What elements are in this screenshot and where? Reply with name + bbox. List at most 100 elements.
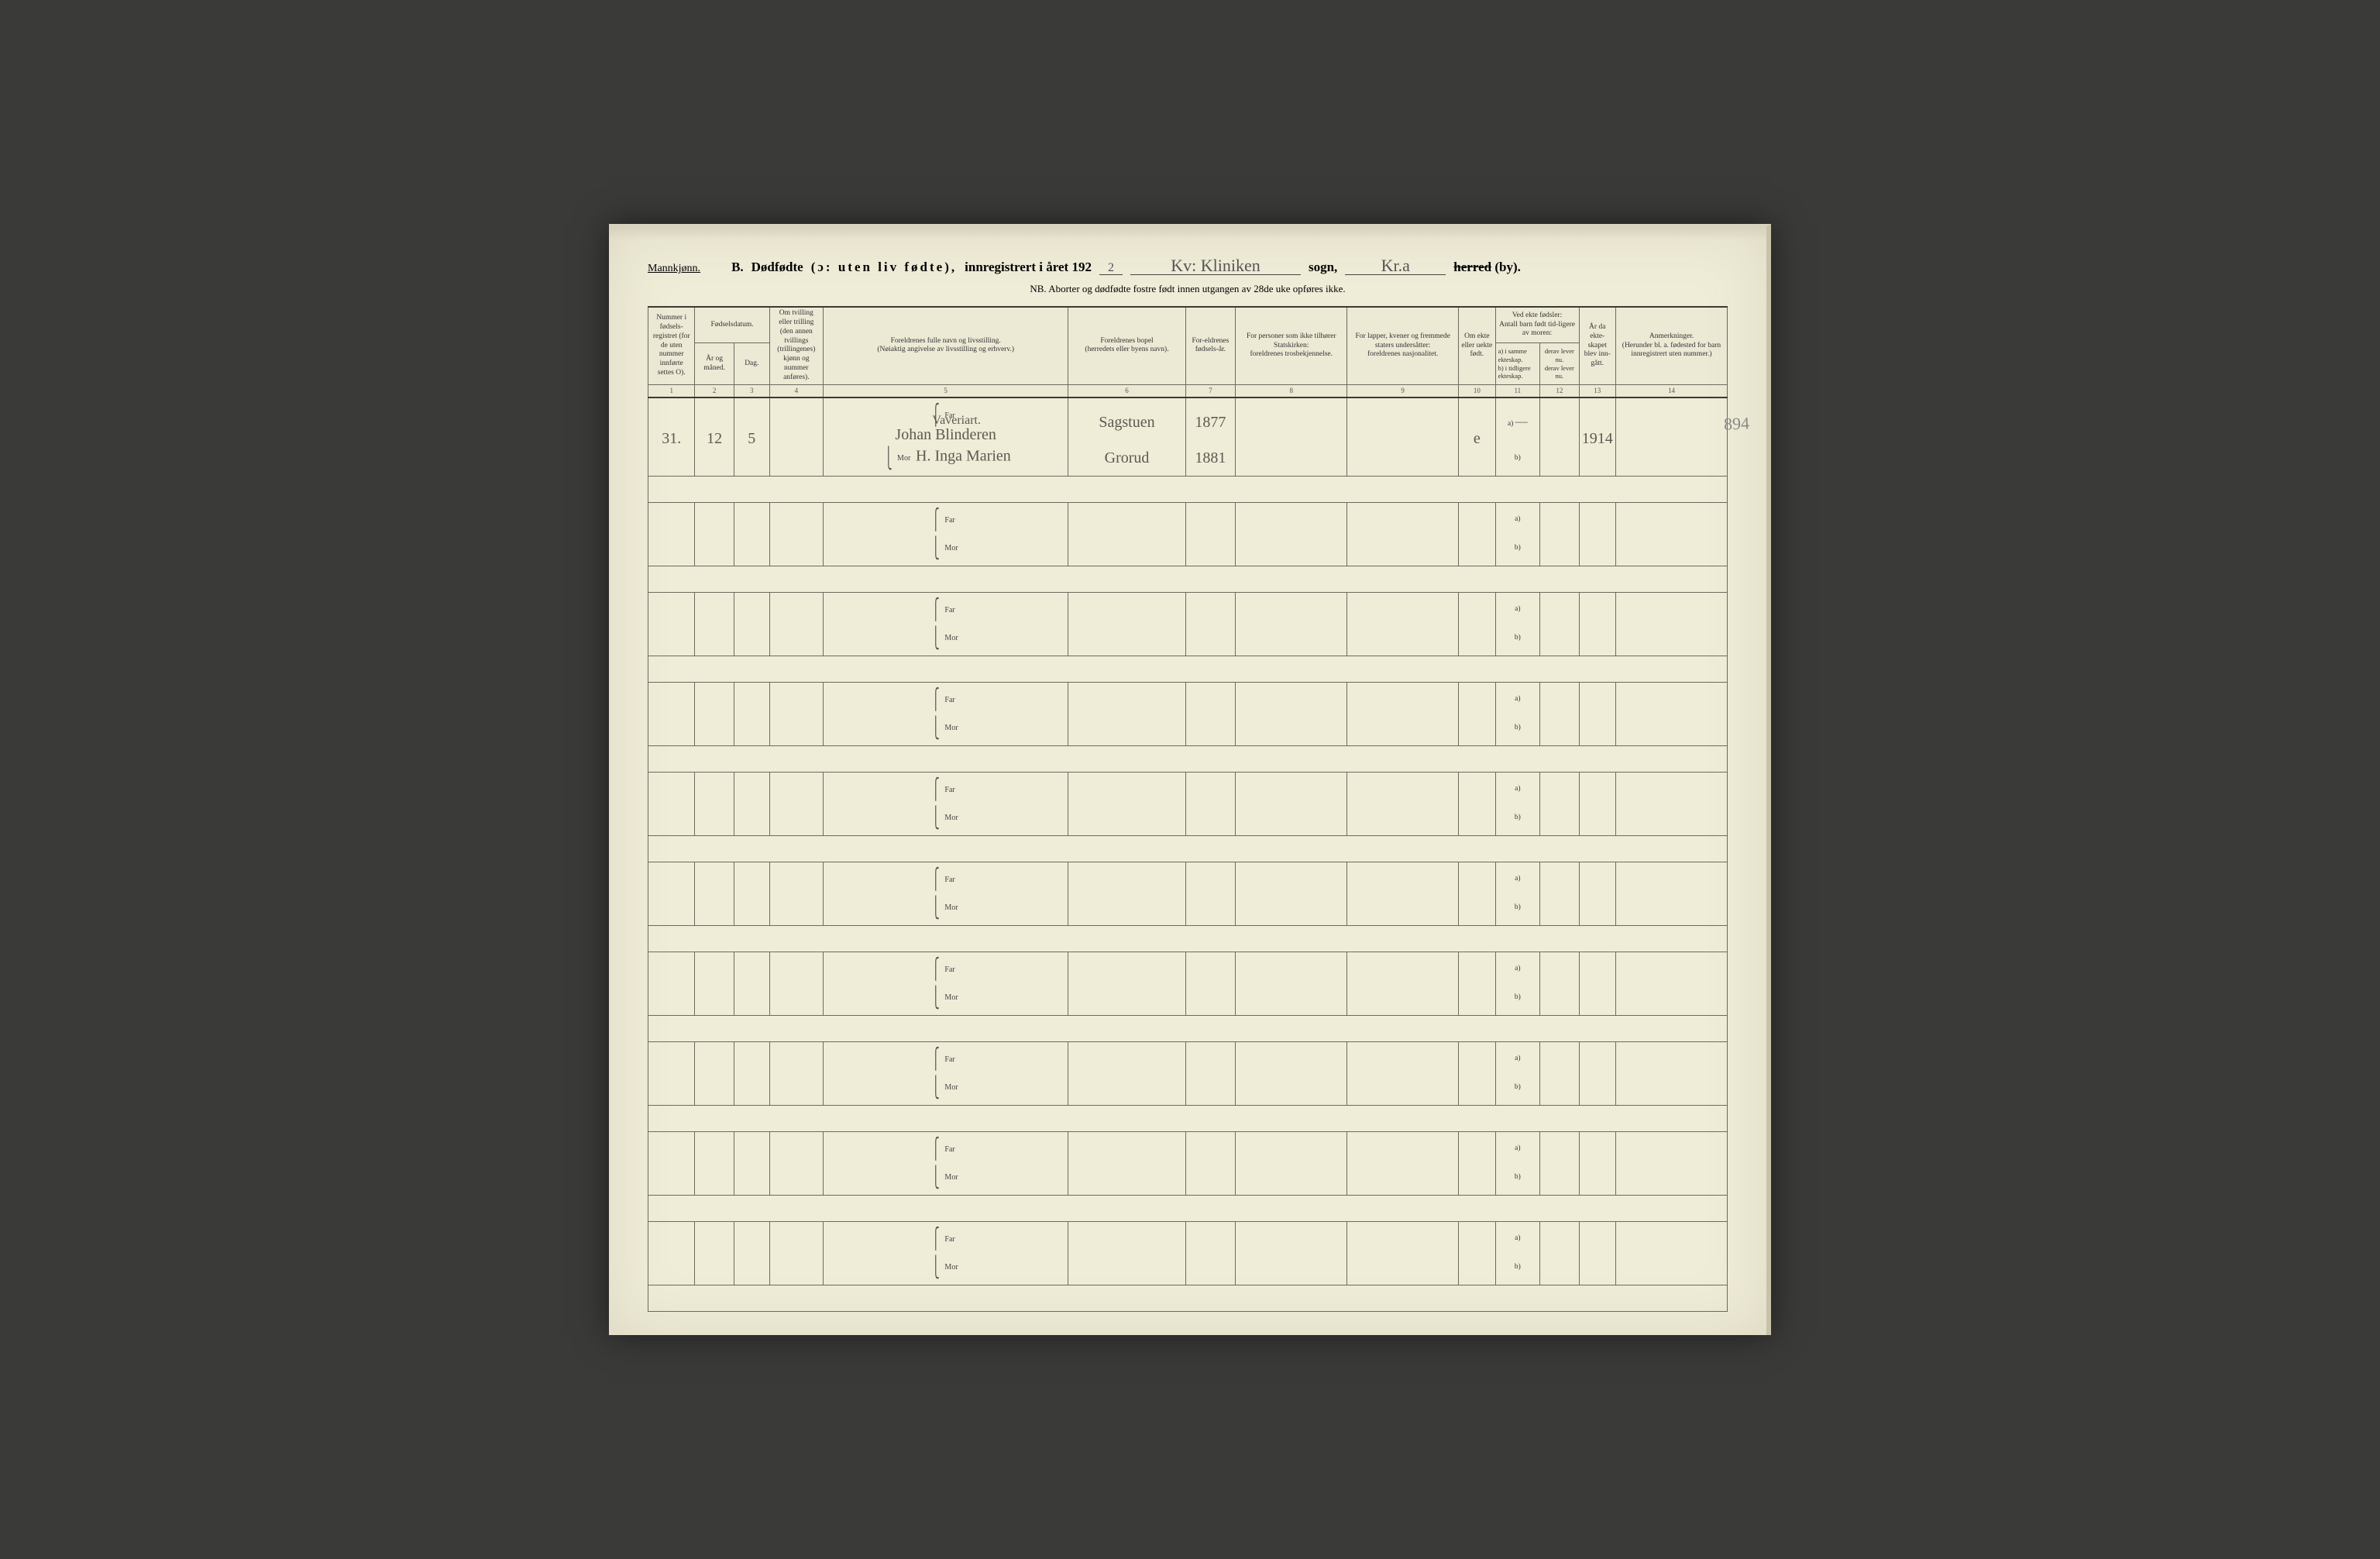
cell-marriage-year (1579, 862, 1615, 926)
cell-mor-year (1185, 894, 1236, 926)
cell-11b-mor (1540, 984, 1579, 1016)
cell-mor-name: ⎩Mor (823, 1164, 1068, 1196)
colnum: 10 (1459, 384, 1495, 397)
section-letter: B. (731, 260, 744, 275)
cell-year-month (695, 1222, 734, 1285)
cell-mor-bopel (1068, 1164, 1185, 1196)
cell-11a-far: a) (1495, 503, 1540, 535)
cell-year-month (695, 773, 734, 836)
table-body: 31.125⎧FarVaveriart.Johan BlinderenSagst… (648, 397, 1728, 1311)
cell-11a-mor: b) (1495, 1164, 1540, 1196)
cell-far-year: 1877 (1185, 397, 1236, 444)
herred-struck: herred (1453, 260, 1491, 274)
record-far-row: ⎧Fara) (648, 1042, 1728, 1074)
cell-11a-far: a) (1495, 593, 1540, 625)
cell-year-month (695, 503, 734, 566)
cell-num (648, 683, 695, 746)
record-separator (648, 1285, 1728, 1312)
cell-marriage-year (1579, 773, 1615, 836)
cell-far-year (1185, 503, 1236, 535)
cell-num (648, 862, 695, 926)
cell-far-bopel: Sagstuen (1068, 397, 1185, 444)
cell-mor-bopel (1068, 535, 1185, 566)
cell-11b-far (1540, 683, 1579, 714)
cell-mor-bopel (1068, 714, 1185, 746)
cell-day (734, 593, 769, 656)
cell-religion (1236, 862, 1347, 926)
sogn-label: sogn, (1309, 260, 1337, 275)
cell-11a-far: a) — (1495, 397, 1540, 444)
cell-marriage-year (1579, 683, 1615, 746)
record-far-row: ⎧Fara) (648, 593, 1728, 625)
cell-far-year (1185, 683, 1236, 714)
title-year-prefix: innregistrert i året 192 (965, 260, 1092, 275)
record-far-row: ⎧Fara) (648, 952, 1728, 984)
col-2-head: År og måned. (695, 343, 734, 385)
cell-year-month (695, 862, 734, 926)
cell-twin (769, 593, 823, 656)
cell-day (734, 952, 769, 1016)
cell-far-year (1185, 1042, 1236, 1074)
cell-twin (769, 683, 823, 746)
cell-mor-bopel (1068, 1074, 1185, 1106)
cell-remarks (1615, 1042, 1727, 1106)
cell-num: 31. (648, 397, 695, 476)
cell-nationality (1347, 683, 1459, 746)
cell-mor-year (1185, 1074, 1236, 1106)
cell-far-name: ⎧Far (823, 773, 1068, 804)
cell-far-bopel (1068, 503, 1185, 535)
col-11a-head: a) i samme ekteskap. b) i tidligere ekte… (1495, 343, 1540, 385)
cell-mor-name: ⎩Mor (823, 984, 1068, 1016)
record-separator (648, 926, 1728, 952)
cell-twin (769, 397, 823, 476)
cell-11b-mor (1540, 1254, 1579, 1285)
cell-mor-bopel (1068, 625, 1185, 656)
cell-mor-bopel (1068, 894, 1185, 926)
cell-mor-bopel (1068, 804, 1185, 836)
cell-mor-name: ⎩MorH. Inga Marien (823, 445, 1068, 477)
colnum: 9 (1347, 384, 1459, 397)
col-3-head: Dag. (734, 343, 769, 385)
cell-far-year (1185, 862, 1236, 894)
cell-day (734, 683, 769, 746)
cell-11a-mor: b) (1495, 804, 1540, 836)
cell-day (734, 503, 769, 566)
record-far-row: ⎧Fara) (648, 503, 1728, 535)
cell-11b-far (1540, 1042, 1579, 1074)
cell-religion (1236, 1222, 1347, 1285)
cell-far-bopel (1068, 773, 1185, 804)
sogn-fill: Kv: Kliniken (1130, 257, 1301, 275)
cell-religion (1236, 503, 1347, 566)
cell-11a-far: a) (1495, 683, 1540, 714)
cell-mor-year (1185, 714, 1236, 746)
cell-mor-year (1185, 1254, 1236, 1285)
cell-ekte (1459, 1042, 1495, 1106)
cell-marriage-year (1579, 952, 1615, 1016)
cell-11a-far: a) (1495, 1222, 1540, 1254)
cell-nationality (1347, 593, 1459, 656)
cell-11a-mor: b) (1495, 625, 1540, 656)
colnum: 13 (1579, 384, 1615, 397)
colnum: 6 (1068, 384, 1185, 397)
cell-far-year (1185, 1132, 1236, 1164)
cell-day: 5 (734, 397, 769, 476)
herred-by: (by). (1491, 260, 1521, 274)
cell-year-month (695, 952, 734, 1016)
cell-far-name: ⎧Far (823, 1132, 1068, 1164)
cell-nationality (1347, 1222, 1459, 1285)
record-far-row: ⎧Fara) (648, 1222, 1728, 1254)
cell-11b-mor (1540, 1074, 1579, 1106)
cell-far-bopel (1068, 683, 1185, 714)
colnum: 1 (648, 384, 695, 397)
colnum: 5 (823, 384, 1068, 397)
cell-religion (1236, 952, 1347, 1016)
register-table: Nummer i fødsels-registret (for de uten … (648, 306, 1728, 1312)
cell-day (734, 773, 769, 836)
cell-mor-year (1185, 625, 1236, 656)
col-2-3-top: Fødselsdatum. (695, 307, 769, 343)
colnum: 8 (1236, 384, 1347, 397)
cell-far-bopel (1068, 952, 1185, 984)
cell-mor-bopel: Grorud (1068, 445, 1185, 477)
col-6-head: Foreldrenes bopel (herredets eller byens… (1068, 307, 1185, 385)
cell-num (648, 503, 695, 566)
